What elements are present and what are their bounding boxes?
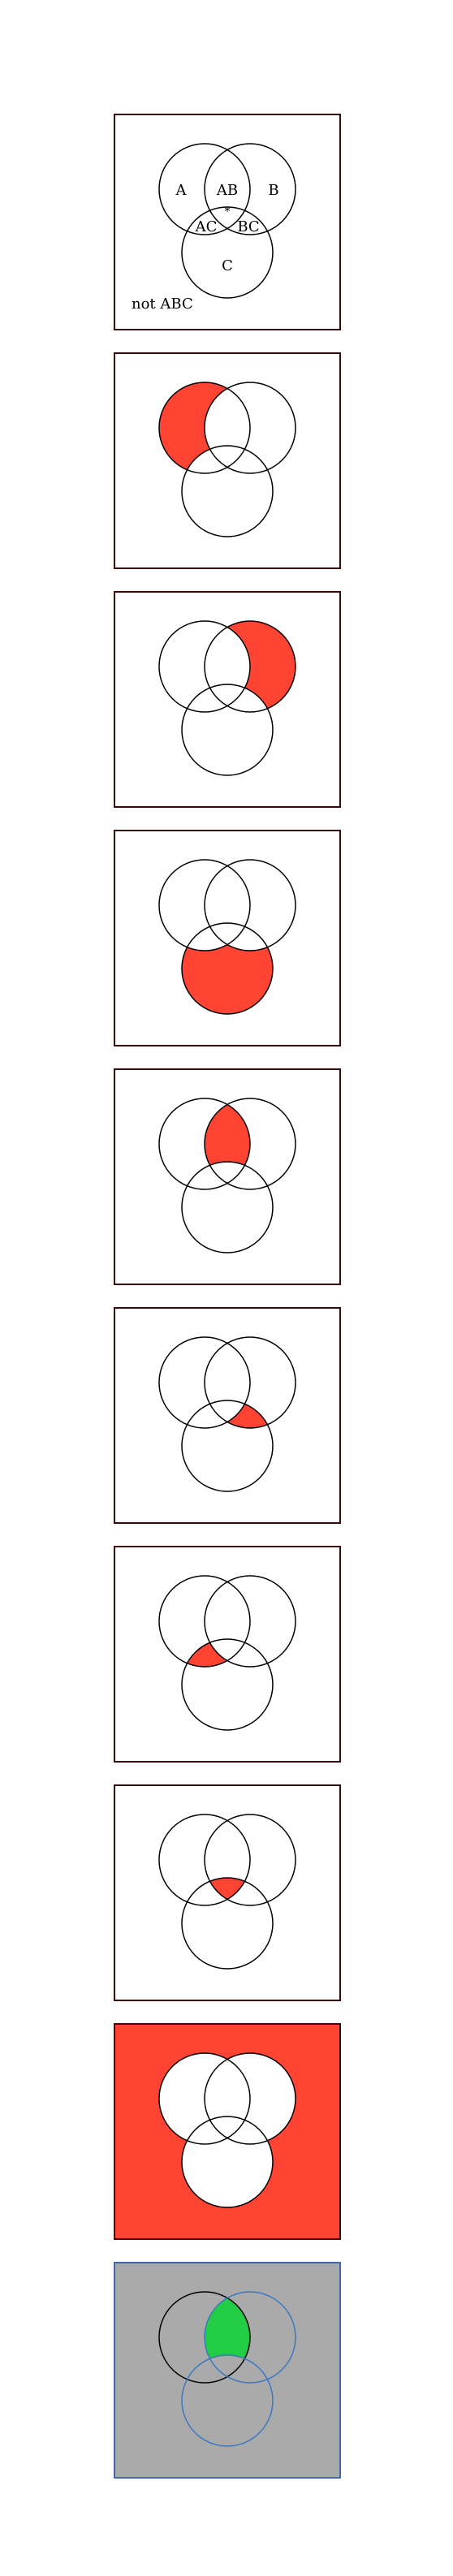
venn-panel-ab-highlight: [114, 2262, 341, 2479]
venn-panel-a-only: [114, 352, 341, 569]
circle-b: [204, 1098, 296, 1190]
circle-c: [181, 1161, 274, 1253]
circle-b: [204, 2052, 296, 2145]
circle-a: [158, 1098, 251, 1190]
circle-a: [158, 143, 251, 235]
circle-a: [158, 620, 251, 713]
circle-c-fill: [182, 2116, 273, 2207]
circle-c: [181, 2354, 274, 2447]
venn-panel-abc: [114, 1784, 341, 2001]
circle-b: [204, 620, 296, 713]
circle-b: [204, 1575, 296, 1668]
circle-c: [181, 1400, 274, 1492]
circle-b: [204, 2291, 296, 2384]
label-ac: AC: [195, 218, 218, 235]
label-abc: *: [225, 205, 231, 218]
circle-c: [181, 206, 274, 299]
label-c: C: [222, 257, 233, 274]
region-c-only: [182, 923, 273, 1014]
venn-panel-b-only: [114, 591, 341, 808]
circle-a: [158, 859, 251, 951]
circle-a: [158, 382, 251, 474]
circle-c: [181, 1638, 274, 1731]
circle-c: [181, 684, 274, 776]
label-b: B: [268, 182, 278, 199]
venn-panel-ac-only: [114, 1546, 341, 1763]
circle-b: [204, 1814, 296, 1906]
circle-a: [158, 1336, 251, 1429]
venn-panel-c-only: [114, 830, 341, 1046]
circle-b: [204, 859, 296, 951]
circle-a: [158, 1814, 251, 1906]
venn-panel-ab-only: [114, 1068, 341, 1285]
label-bc: BC: [237, 218, 259, 235]
venn-panel-bc-only: [114, 1307, 341, 1524]
circle-c: [181, 1877, 274, 1970]
circle-c: [181, 2116, 274, 2208]
venn-panel-outside: [114, 2023, 341, 2240]
circle-b: [204, 143, 296, 235]
venn-panel-labels: A B AB AC BC * C not ABC: [114, 114, 341, 330]
circle-a: [158, 2052, 251, 2145]
circle-b: [204, 382, 296, 474]
label-outside: not ABC: [132, 296, 193, 313]
circle-b: [204, 1336, 296, 1429]
label-a: A: [175, 182, 188, 199]
circle-a: [158, 2291, 251, 2384]
circle-c: [181, 922, 274, 1015]
circle-c: [181, 445, 274, 537]
label-ab: AB: [216, 182, 238, 199]
circle-a: [158, 1575, 251, 1668]
